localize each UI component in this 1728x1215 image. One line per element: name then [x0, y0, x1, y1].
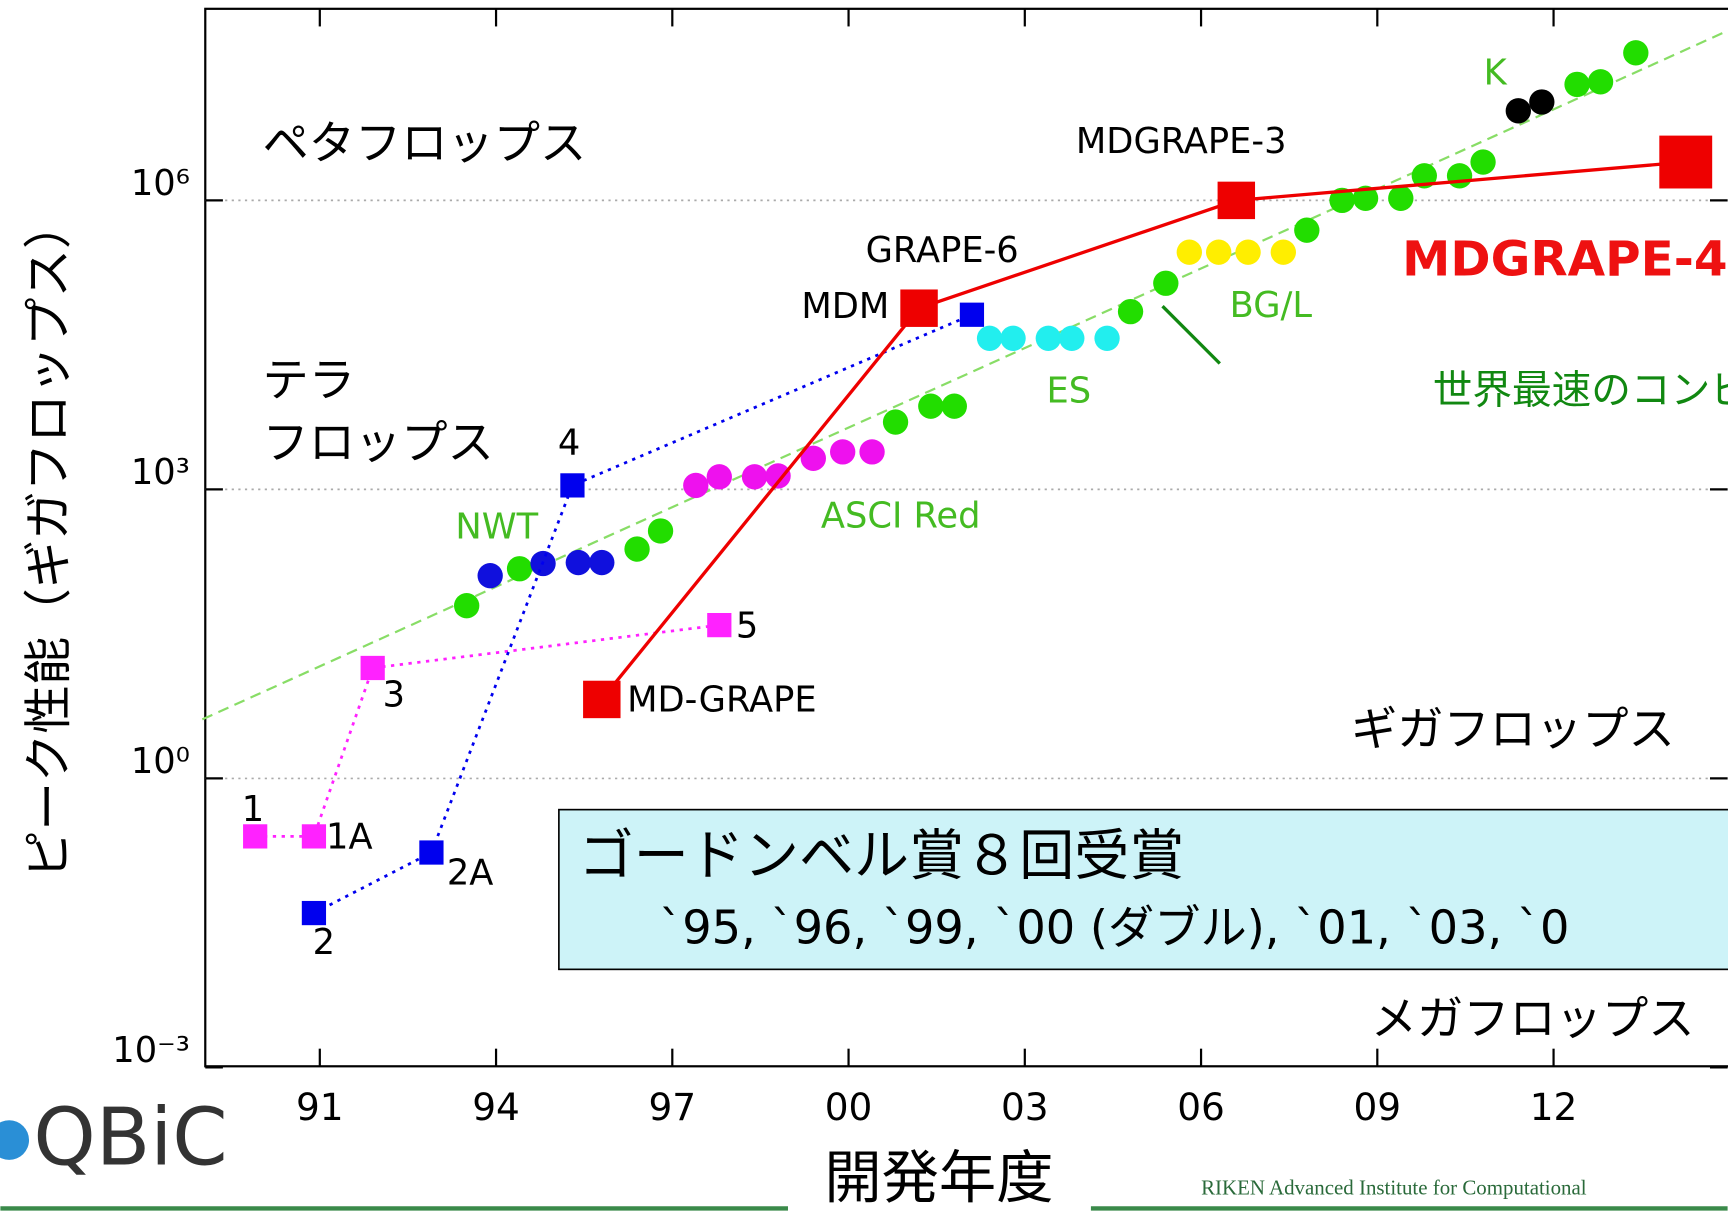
point: [918, 394, 943, 419]
point: [1177, 240, 1202, 265]
point: [648, 518, 673, 543]
point: [1036, 326, 1061, 351]
point: [742, 464, 767, 489]
point-label: MDM: [801, 286, 889, 327]
point: [942, 394, 967, 419]
award-years: `95, `96, `99, `00 (ダブル), `01, `03, `0: [659, 900, 1569, 954]
point: [707, 613, 731, 637]
x-tick-label: 06: [1177, 1085, 1225, 1129]
point: [1118, 299, 1143, 324]
point: [960, 303, 984, 327]
x-tick-label: 03: [1001, 1085, 1049, 1129]
series-label: K: [1484, 52, 1508, 93]
point: [478, 563, 503, 588]
point: [1470, 149, 1495, 174]
point: [454, 593, 479, 618]
x-tick-label: 97: [648, 1085, 696, 1129]
region-label: メガフロップス: [1371, 992, 1695, 1046]
point: [1623, 40, 1648, 65]
point: [583, 681, 620, 718]
point: [589, 550, 614, 575]
point: [1564, 72, 1589, 97]
x-tick-label: 12: [1530, 1085, 1578, 1129]
pointer-line: [1163, 306, 1220, 363]
point-label: 2A: [447, 853, 494, 894]
point: [1206, 240, 1231, 265]
point: [507, 556, 532, 581]
point-label: MDGRAPE-3: [1076, 121, 1287, 162]
point-label: 3: [383, 675, 405, 716]
point: [1388, 186, 1413, 211]
logo: QBiC: [33, 1090, 227, 1183]
point: [1529, 89, 1554, 114]
point-label: MDGRAPE-4: [1402, 231, 1727, 287]
point: [1218, 182, 1255, 219]
point: [361, 656, 385, 680]
chart: ゴードンベル賞８回受賞 `95, `96, `99, `00 (ダブル), `0…: [0, 0, 1728, 1215]
point: [859, 439, 884, 464]
x-tick-label: 00: [825, 1085, 873, 1129]
y-tick-label: 10⁰: [131, 741, 190, 782]
series-label: 世界最速のコンピュータ: [1433, 368, 1728, 414]
series-label: ES: [1047, 370, 1092, 411]
point: [1294, 218, 1319, 243]
point-label: 2: [313, 922, 335, 963]
page: {"chart_data": { "type": "scatter", "y_l…: [0, 0, 1728, 1215]
point: [1235, 240, 1260, 265]
point: [830, 439, 855, 464]
point: [707, 464, 732, 489]
y-axis-label: ピーク性能（ギガフロップス）: [21, 201, 77, 879]
point-label: 4: [558, 423, 580, 464]
x-tick-label: 09: [1353, 1085, 1401, 1129]
point: [1588, 69, 1613, 94]
point-label: 5: [736, 605, 758, 646]
award-title: ゴードンベル賞８回受賞: [579, 823, 1185, 887]
point-label: MD-GRAPE: [627, 680, 817, 721]
series-label: BG/L: [1230, 285, 1313, 326]
point: [900, 289, 937, 326]
footer-text: RIKEN Advanced Institute for Computation…: [1201, 1175, 1587, 1199]
region-label: ペタフロップス: [263, 116, 587, 170]
point: [1000, 326, 1025, 351]
y-tick-label: 10³: [131, 452, 190, 493]
region-label: テラ: [263, 353, 356, 407]
point: [765, 463, 790, 488]
y-tick-label: 10⁻³: [112, 1030, 190, 1071]
series-line: [255, 625, 719, 836]
point: [1094, 326, 1119, 351]
point: [302, 824, 326, 848]
point: [1271, 240, 1296, 265]
point-label: 1A: [326, 817, 373, 858]
point-label: 1: [242, 789, 264, 830]
point: [566, 550, 591, 575]
series-label: NWT: [455, 506, 538, 547]
point: [977, 326, 1002, 351]
point: [683, 473, 708, 498]
region-label: フロップス: [263, 416, 494, 470]
series-label: ASCI Red: [821, 495, 981, 536]
x-axis-label: 開発年度: [824, 1145, 1053, 1212]
point: [560, 473, 584, 497]
y-tick-label: 10⁶: [131, 163, 190, 204]
x-tick-label: 94: [472, 1085, 520, 1129]
point: [1153, 271, 1178, 296]
logo-icon: [0, 1120, 29, 1160]
point: [883, 409, 908, 434]
point: [1659, 136, 1712, 189]
point: [1506, 98, 1531, 123]
point: [1447, 163, 1472, 188]
x-tick-label: 91: [296, 1085, 344, 1129]
point-label: GRAPE-6: [866, 230, 1019, 271]
point: [624, 536, 649, 561]
region-label: ギガフロップス: [1351, 702, 1675, 756]
point: [1059, 326, 1084, 351]
point: [419, 840, 443, 864]
